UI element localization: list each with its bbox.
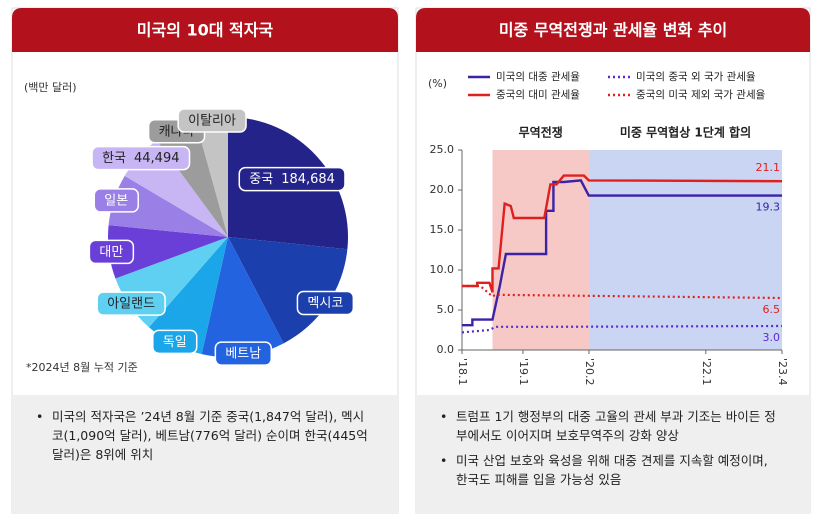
slice-label: 아일랜드 bbox=[96, 291, 166, 316]
pie-slice bbox=[228, 237, 348, 344]
x-tick-label: '22.1 bbox=[700, 358, 713, 386]
slice-label-text: 대만 bbox=[99, 244, 123, 259]
y-tick-label: 25.0 bbox=[430, 143, 455, 156]
y-tick-label: 10.0 bbox=[430, 263, 455, 276]
category-label: 중국 bbox=[249, 172, 273, 187]
label-pill bbox=[214, 341, 273, 366]
pie-slice bbox=[108, 175, 228, 237]
label-pill bbox=[91, 145, 191, 171]
label-pill bbox=[238, 166, 346, 192]
slice-label: 중국 184,684 bbox=[238, 166, 346, 192]
bullets: 트럼프 1기 행정부의 대중 고율의 관세 부과 기조는 바이든 정부에서도 이… bbox=[434, 407, 779, 495]
chart-title: 미중 무역전쟁과 관세율 변화 추이 bbox=[499, 21, 727, 40]
bullet: 트럼프 1기 행정부의 대중 고율의 관세 부과 기조는 바이든 정부에서도 이… bbox=[434, 407, 779, 445]
y-tick-label: 0.0 bbox=[437, 343, 455, 356]
category-label: 베트남 bbox=[225, 346, 261, 361]
legend-label: 미국의 중국 외 국가 관세율 bbox=[636, 71, 756, 83]
legend-label: 중국의 미국 제외 국가 관세율 bbox=[636, 89, 766, 101]
slice-label-text: 독일 bbox=[163, 334, 187, 349]
legend-label: 중국의 대미 관세율 bbox=[496, 89, 580, 101]
end-label: 6.5 bbox=[763, 303, 781, 316]
slice-label: 한국 44,494 bbox=[91, 145, 191, 171]
region bbox=[492, 150, 589, 350]
pie-slice bbox=[108, 225, 228, 279]
label-pill bbox=[88, 239, 135, 265]
y-tick-label: 20.0 bbox=[430, 183, 455, 196]
end-label: 3.0 bbox=[763, 331, 781, 344]
slice-label-text: 중국 184,684 bbox=[249, 172, 335, 187]
category-label: 멕시코 bbox=[307, 295, 343, 310]
chart-title: 미국의 10대 적자국 bbox=[137, 21, 274, 40]
slice-label-text: 한국 44,494 bbox=[102, 151, 179, 166]
slice-label: 베트남 bbox=[214, 341, 273, 366]
y-tick-label: 15.0 bbox=[430, 223, 455, 236]
label-pill bbox=[177, 108, 247, 133]
pie-slice bbox=[195, 117, 228, 237]
category-label: 아일랜드 bbox=[107, 296, 155, 311]
x-tick-label: '20.2 bbox=[583, 358, 596, 386]
category-label: 독일 bbox=[163, 334, 187, 349]
region bbox=[588, 150, 782, 350]
pie-slice bbox=[201, 237, 284, 357]
header bbox=[12, 8, 398, 52]
bullets: 미국의 적자국은 ’24년 8월 기준 중국(1,847억 달러), 멕시코(1… bbox=[30, 407, 375, 470]
slice-label-text: 일본 bbox=[104, 193, 128, 208]
category-label: 이탈리아 bbox=[188, 113, 236, 128]
value-label: 44,494 bbox=[134, 151, 180, 166]
slice-label-text: 베트남 bbox=[225, 346, 261, 361]
unit: (백만 달러) bbox=[24, 81, 77, 94]
category-label: 대만 bbox=[99, 244, 123, 259]
label-pill bbox=[96, 291, 166, 316]
slice-label: 일본 bbox=[93, 188, 139, 213]
unit: (%) bbox=[428, 77, 447, 90]
y-tick-label: 5.0 bbox=[437, 303, 455, 316]
bullet: 미국의 적자국은 ’24년 8월 기준 중국(1,847억 달러), 멕시코(1… bbox=[30, 407, 375, 464]
category-label: 일본 bbox=[104, 193, 128, 208]
note: *2024년 8월 누적 기준 bbox=[26, 361, 138, 374]
pie-slice bbox=[148, 237, 228, 355]
slice-label: 독일 bbox=[152, 329, 198, 355]
label-pill bbox=[296, 290, 355, 316]
bullet: 미국 산업 보호와 육성을 위해 대중 견제를 지속할 예정이며, 한국도 피해… bbox=[434, 451, 779, 489]
label-pill bbox=[152, 329, 198, 355]
end-label: 21.1 bbox=[756, 161, 781, 174]
end-label: 19.3 bbox=[756, 201, 781, 214]
legend-label: 미국의 대중 관세율 bbox=[496, 71, 580, 83]
slice-label: 대만 bbox=[88, 239, 135, 265]
line bbox=[462, 174, 783, 293]
slice-label: 이탈리아 bbox=[177, 108, 247, 133]
header bbox=[416, 8, 810, 52]
value-label: 184,684 bbox=[281, 172, 335, 187]
x-tick-label: '23.4 bbox=[776, 358, 789, 386]
x-tick-label: '18.1 bbox=[456, 358, 469, 386]
slice-label: 멕시코 bbox=[296, 290, 355, 316]
x-tick-label: '19.1 bbox=[517, 358, 530, 386]
line bbox=[462, 179, 782, 327]
slice-label-text: 아일랜드 bbox=[107, 296, 155, 311]
slice-label-text: 멕시코 bbox=[307, 295, 343, 310]
label-pill bbox=[93, 188, 139, 213]
category-label: 한국 bbox=[102, 151, 126, 166]
slice-label-text: 이탈리아 bbox=[188, 113, 236, 128]
region-label: 미중 무역협상 1단계 합의 bbox=[620, 125, 751, 140]
region-label: 무역전쟁 bbox=[519, 125, 563, 140]
